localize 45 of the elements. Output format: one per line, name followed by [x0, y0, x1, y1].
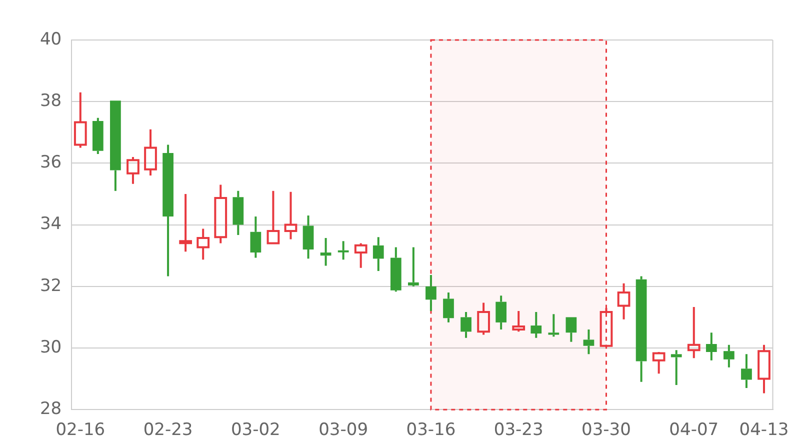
- candlestick: [250, 215, 262, 259]
- candlestick: [144, 128, 157, 177]
- candlestick: [92, 116, 104, 155]
- candlestick: [477, 302, 490, 336]
- x-tick-label: 03-16: [406, 420, 456, 440]
- x-tick-label: 03-30: [582, 420, 631, 440]
- candlestick: [724, 344, 734, 368]
- x-tick-label: 03-02: [230, 420, 280, 440]
- candlestick: [706, 332, 717, 362]
- y-tick-label: 32: [40, 276, 62, 296]
- candlestick: [179, 193, 192, 253]
- candlestick: [372, 236, 384, 272]
- x-tick-label: 04-13: [739, 420, 789, 440]
- y-tick-label: 34: [40, 214, 62, 234]
- candlestick: [320, 237, 332, 267]
- y-tick-label: 28: [40, 399, 62, 420]
- candlestick: [338, 240, 349, 261]
- y-tick-label: 40: [40, 29, 62, 50]
- x-tick-label: 03-23: [494, 420, 544, 440]
- candlestick: [162, 144, 174, 278]
- candlestick: [302, 214, 314, 260]
- candlestick: [566, 317, 577, 343]
- x-tick-label: 03-09: [318, 420, 368, 440]
- y-tick-label: 38: [40, 91, 62, 112]
- candlestick: [110, 100, 121, 192]
- candlestick: [530, 310, 542, 339]
- candlestick: [583, 328, 594, 356]
- candlestick: [426, 274, 436, 312]
- y-tick-label: 30: [40, 337, 62, 358]
- candlestick: [232, 190, 244, 236]
- y-tick-label: 36: [40, 152, 62, 173]
- x-tick-label: 02-23: [143, 420, 193, 440]
- candlestick: [758, 344, 770, 394]
- candlestick: [390, 246, 402, 293]
- candlestick: [460, 310, 472, 339]
- candlestick: [126, 156, 140, 185]
- candlestick: [443, 292, 454, 324]
- candlestick: [548, 313, 560, 338]
- candlestick: [741, 353, 752, 390]
- candlestick: [636, 275, 647, 383]
- x-tick-label: 04-07: [669, 420, 719, 440]
- candlestick: [408, 246, 419, 288]
- candlestick: [496, 294, 507, 331]
- candlestick: [670, 349, 682, 386]
- x-tick-label: 02-16: [56, 420, 106, 440]
